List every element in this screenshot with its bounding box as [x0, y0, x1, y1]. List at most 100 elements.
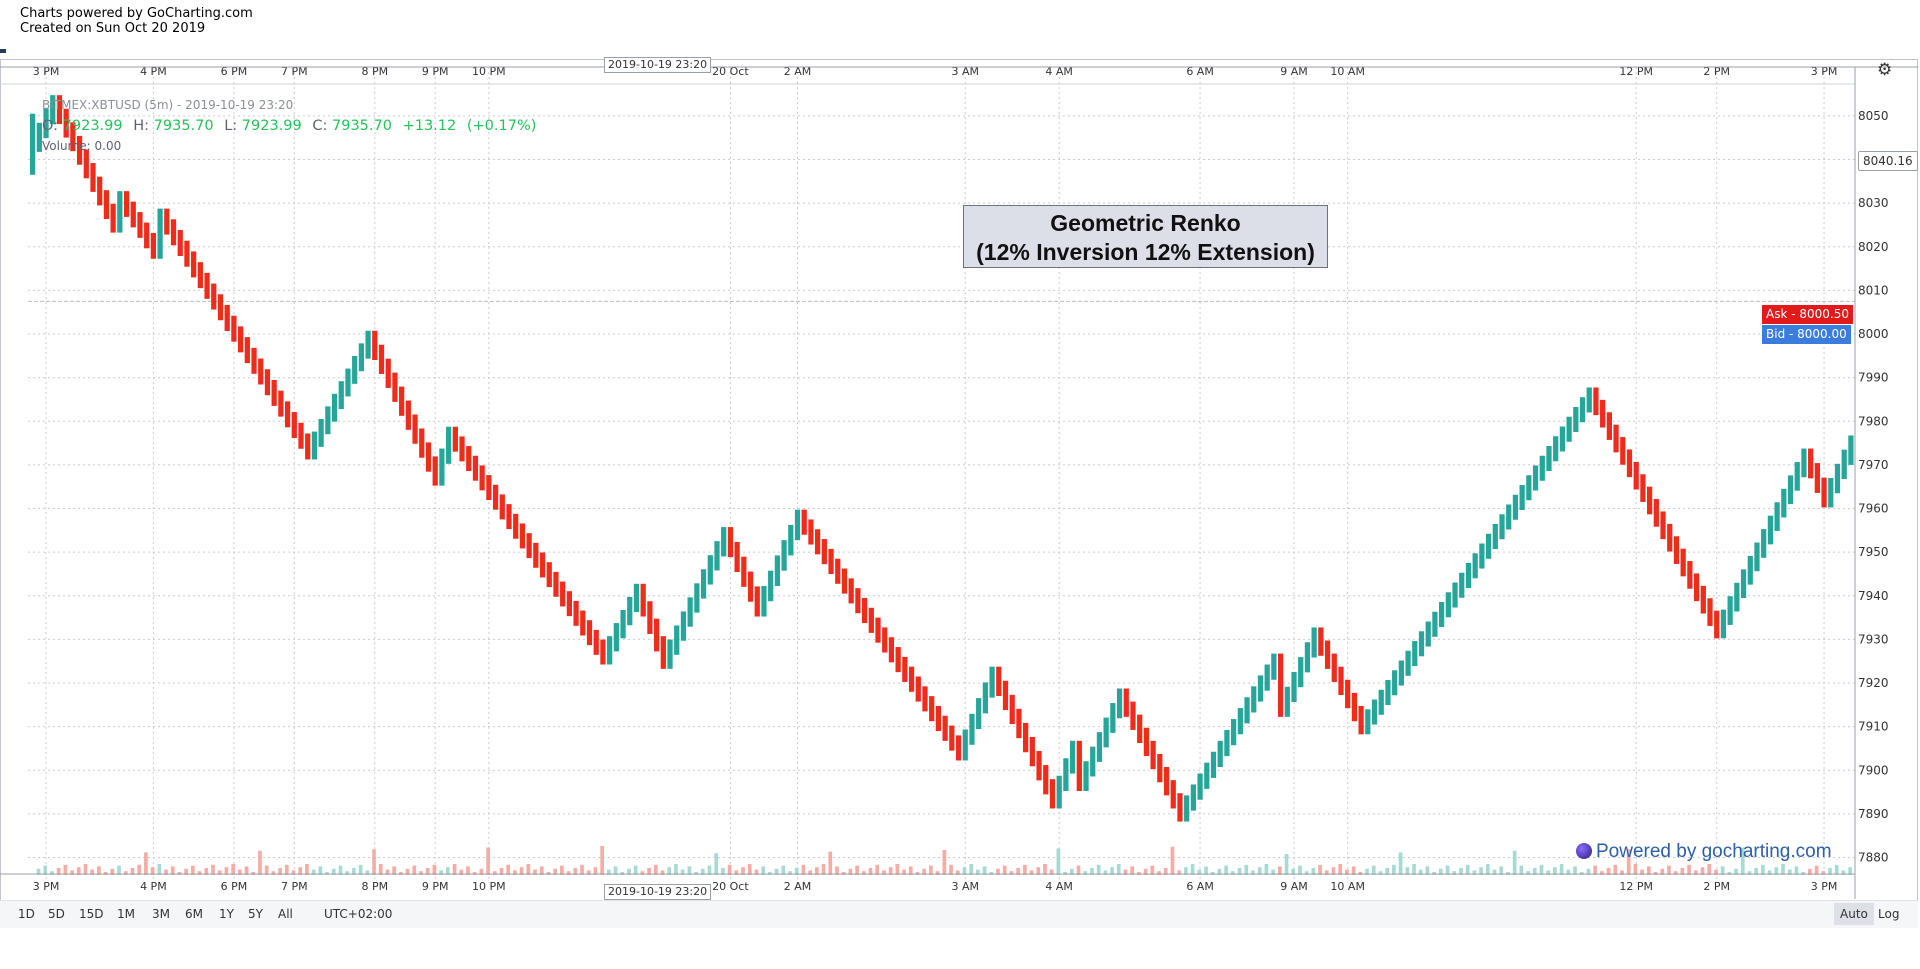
x-tick-label-top: 7 PM — [281, 65, 308, 78]
renko-brick-up — [1452, 582, 1458, 608]
volume-bar — [1566, 869, 1571, 875]
renko-brick-up — [1573, 406, 1579, 432]
renko-brick-down — [1620, 437, 1626, 465]
volume-bar — [405, 868, 410, 875]
x-tick-label-top: 10 AM — [1330, 65, 1365, 78]
volume-bar — [1123, 869, 1128, 875]
volume-bar — [1090, 868, 1094, 875]
gear-icon[interactable]: ⚙ — [1877, 60, 1893, 80]
renko-brick-up — [1767, 515, 1774, 545]
volume-bar — [1197, 869, 1202, 875]
renko-brick-up — [30, 113, 36, 175]
renko-brick-down — [1707, 598, 1713, 626]
renko-brick-up — [1069, 740, 1076, 774]
range-1y-button[interactable]: 1Y — [219, 907, 234, 921]
renko-brick-down — [1680, 548, 1686, 577]
log-scale-button[interactable]: Log — [1878, 907, 1900, 921]
renko-brick-up — [1425, 621, 1431, 647]
volume-label: Volume: 0.00 — [42, 139, 122, 153]
volume-bar — [815, 867, 819, 875]
renko-brick-up — [1834, 463, 1841, 494]
renko-brick-down — [164, 208, 170, 235]
renko-brick-up — [338, 381, 344, 410]
renko-brick-up — [1244, 697, 1250, 724]
axes: 7880 7890 7900 7910 7920 7930 7940 7950 7960 7970… — [0, 65, 1918, 899]
range-3m-button[interactable]: 3M — [152, 907, 170, 921]
timezone-label[interactable]: UTC+02:00 — [324, 907, 393, 921]
renko-brick-down — [506, 504, 512, 530]
renko-chart[interactable]: 7880 7890 7900 7910 7920 7930 7940 7950 7960 7970… — [0, 59, 1918, 900]
volume-bar — [1049, 869, 1054, 875]
volume-bar — [1559, 864, 1564, 875]
change-percent: (+0.17%) — [466, 118, 537, 134]
volume-bar — [949, 864, 953, 875]
renko-brick-down — [291, 412, 297, 439]
renko-brick-up — [976, 698, 982, 730]
range-1d-button[interactable]: 1D — [18, 907, 35, 921]
volume-bar — [808, 870, 812, 875]
renko-brick-up — [1586, 387, 1592, 413]
renko-brick-down — [486, 475, 492, 501]
volume-bar — [1318, 864, 1322, 875]
auto-scale-button[interactable]: Auto — [1834, 903, 1874, 925]
volume-bar — [1204, 866, 1208, 875]
y-tick-label: 7930 — [1858, 632, 1889, 646]
renko-brick-up — [1412, 641, 1418, 667]
renko-brick-down — [1036, 751, 1042, 781]
renko-brick-up — [352, 355, 358, 384]
range-5y-button[interactable]: 5Y — [248, 907, 263, 921]
renko-brick-down — [472, 455, 479, 481]
volume-bar — [1412, 864, 1416, 875]
renko-brick-down — [835, 558, 841, 584]
volume-bar — [1016, 868, 1020, 875]
volume-bar — [888, 867, 893, 875]
volume-bar — [1519, 865, 1524, 875]
renko-brick-down — [1150, 740, 1156, 770]
renko-brick-down — [1673, 536, 1680, 564]
range-1m-button[interactable]: 1M — [117, 907, 135, 921]
range-5d-button[interactable]: 5D — [48, 907, 65, 921]
renko-brick-down — [895, 647, 901, 673]
renko-brick-up — [680, 611, 687, 641]
renko-brick-down — [452, 426, 458, 452]
x-tick-label-bottom: 12 PM — [1619, 880, 1653, 893]
volume-bar — [1257, 867, 1262, 875]
x-tick-label-top: 4 AM — [1045, 65, 1073, 78]
range-15d-button[interactable]: 15D — [79, 907, 104, 921]
range-6m-button[interactable]: 6M — [185, 907, 203, 921]
y-tick-label: 8000 — [1858, 327, 1889, 341]
volume-bar — [1593, 865, 1597, 875]
renko-brick-down — [808, 519, 814, 545]
volume-bar — [137, 864, 142, 875]
volume-bar — [1720, 866, 1725, 875]
renko-brick-up — [1492, 524, 1498, 550]
renko-brick-down — [130, 201, 136, 228]
renko-brick-up — [1720, 609, 1727, 639]
volume-bar — [660, 870, 665, 875]
renko-brick-down — [90, 163, 96, 192]
volume-bar — [647, 868, 651, 875]
renko-brick-down — [1043, 765, 1049, 795]
volume-bar — [298, 867, 303, 875]
range-all-button[interactable]: All — [278, 907, 293, 921]
volume-bar — [955, 870, 960, 875]
renko-brick-up — [1459, 572, 1465, 598]
renko-brick-down — [513, 513, 519, 539]
volume-bar — [747, 864, 752, 875]
renko-brick-up — [1445, 592, 1451, 618]
volume-bar — [204, 868, 209, 875]
renko-brick-down — [996, 666, 1002, 697]
volume-bar — [1184, 867, 1188, 875]
renko-brick-down — [425, 442, 432, 472]
grid-lines — [28, 67, 1855, 883]
renko-brick-up — [694, 583, 700, 613]
annotation-box[interactable]: Geometric Renko (12% Inversion 12% Exten… — [963, 205, 1328, 268]
volume-bar — [1740, 847, 1745, 875]
x-tick-label-bottom: 6 AM — [1186, 880, 1214, 893]
renko-brick-up — [1734, 582, 1740, 612]
volume-bar — [486, 847, 490, 875]
globe-icon — [1576, 843, 1592, 859]
volume-bar — [1687, 864, 1691, 875]
renko-brick-up — [1754, 542, 1760, 572]
y-tick-label: 8020 — [1858, 240, 1889, 254]
